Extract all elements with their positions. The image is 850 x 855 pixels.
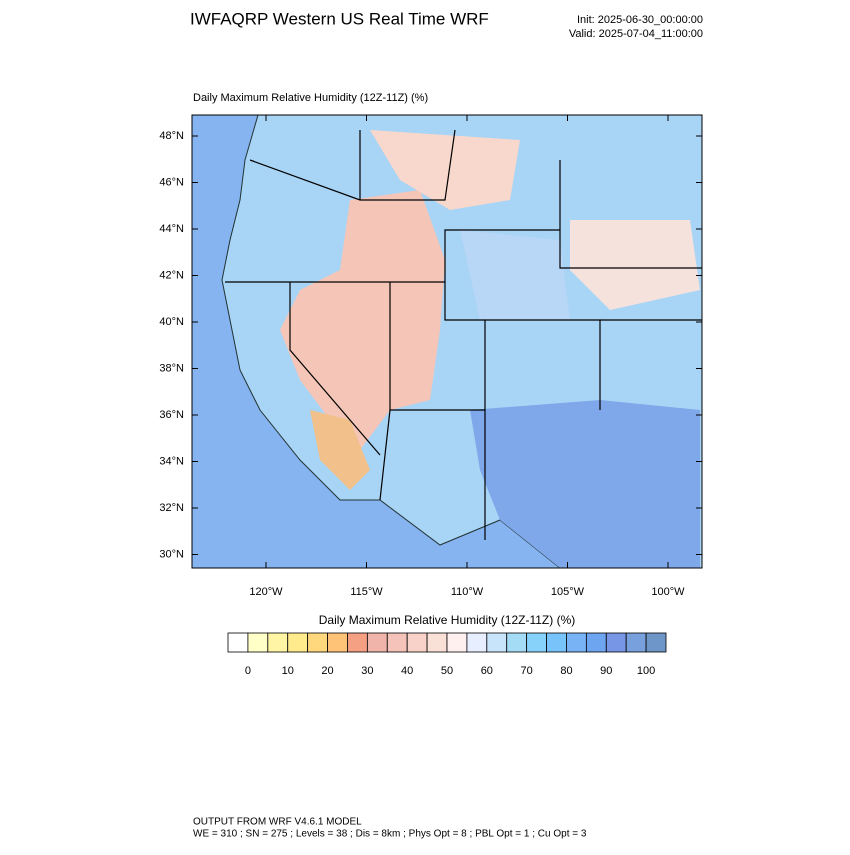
colorbar-box	[446, 632, 468, 653]
dry-region	[280, 190, 445, 450]
colorbar-label: 80	[560, 665, 572, 677]
colorbar-box	[386, 632, 408, 653]
colorbar-label: 10	[282, 665, 294, 677]
colorbar-label: 0	[245, 665, 251, 677]
lat-label: 46°N	[159, 176, 184, 188]
colorbar-label: 30	[361, 665, 373, 677]
hot-region	[310, 410, 370, 490]
colorbar-box	[486, 632, 508, 653]
init-time: Init: 2025-06-30_00:00:00	[577, 14, 703, 26]
colorbar-box	[227, 632, 249, 653]
footer-line: WE = 310 ; SN = 275 ; Levels = 38 ; Dis …	[193, 829, 587, 840]
colorbar-box	[526, 632, 547, 653]
lat-label: 36°N	[159, 409, 184, 421]
colorbar-label: 70	[521, 665, 533, 677]
colorbar-box	[426, 632, 448, 653]
lat-label: 40°N	[159, 316, 184, 328]
colorbar-box	[347, 632, 368, 653]
lat-label: 34°N	[159, 455, 184, 467]
colorbar-box	[247, 632, 269, 653]
lon-label: 100°W	[651, 586, 685, 598]
valid-time: Valid: 2025-07-04_11:00:00	[569, 28, 703, 40]
colorbar-box	[267, 632, 289, 653]
map	[191, 114, 703, 569]
colorbar-box	[506, 632, 528, 653]
colorbar-box	[546, 632, 567, 653]
state-borders	[225, 129, 702, 540]
lat-label: 38°N	[159, 362, 184, 374]
page-title: IWFAQRP Western US Real Time WRF	[190, 9, 489, 28]
colorbar-box	[327, 632, 348, 653]
colorbar-box	[287, 632, 309, 653]
colorbar-title: Daily Maximum Relative Humidity (12Z-11Z…	[319, 613, 576, 627]
lon-label: 105°W	[551, 586, 585, 598]
colorbar-label: 40	[401, 665, 413, 677]
colorbar-box	[406, 632, 428, 653]
map-title: Daily Maximum Relative Humidity (12Z-11Z…	[193, 92, 428, 104]
colorbar-label: 90	[600, 665, 612, 677]
moist-region	[460, 230, 570, 320]
footer-line: OUTPUT FROM WRF V4.6.1 MODEL	[193, 817, 362, 828]
lat-label: 32°N	[159, 502, 184, 514]
colorbar-label: 50	[441, 665, 453, 677]
lat-label: 42°N	[159, 269, 184, 281]
map-frame	[191, 114, 703, 569]
colorbar-label: 20	[321, 665, 333, 677]
lon-label: 120°W	[249, 586, 283, 598]
colorbar-box	[585, 632, 607, 653]
colorbar-box	[625, 632, 647, 653]
colorbar-box	[466, 632, 488, 653]
lat-label: 30°N	[159, 548, 184, 560]
colorbar-box	[307, 632, 328, 653]
lon-label: 110°W	[451, 586, 484, 598]
colorbar-box	[566, 632, 587, 653]
colorbar-label: 60	[481, 665, 493, 677]
colorbar-box	[605, 632, 627, 653]
lat-label: 44°N	[159, 223, 184, 235]
colorbar-box	[366, 632, 388, 653]
lon-label: 115°W	[350, 586, 383, 598]
lat-label: 48°N	[159, 130, 184, 142]
colorbar-box	[645, 632, 667, 653]
dry-region	[570, 220, 700, 310]
colorbar-label: 100	[637, 665, 655, 677]
moist-region	[470, 400, 700, 568]
dry-region	[370, 130, 520, 210]
